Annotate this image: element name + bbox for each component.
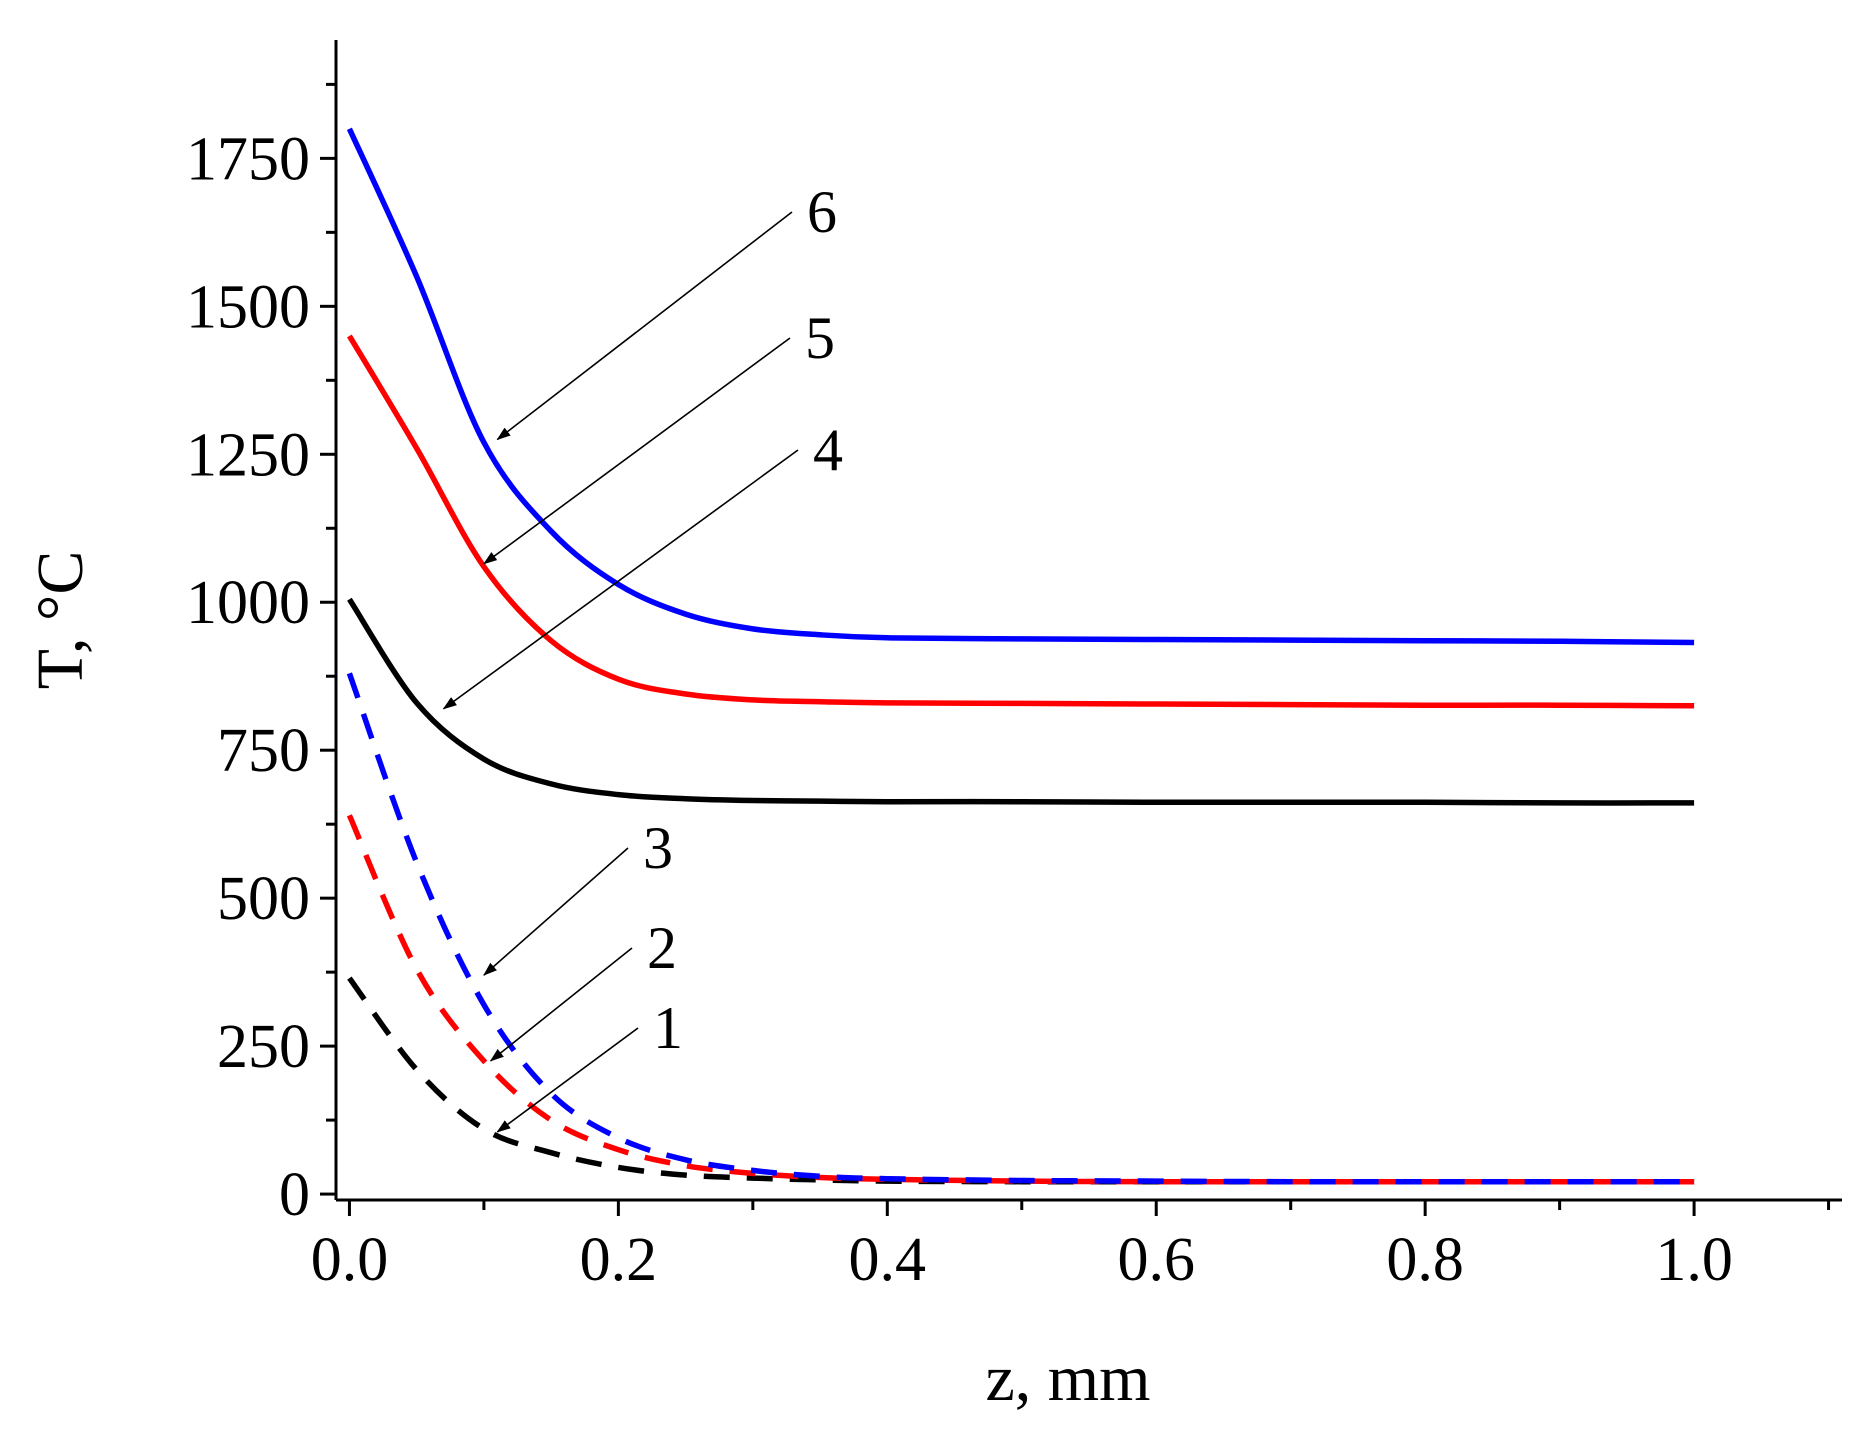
y-axis-title: T, °C xyxy=(24,551,97,690)
series-line-1 xyxy=(347,976,1695,1185)
y-tick-label: 0 xyxy=(279,1161,310,1229)
callout-label-6: 6 xyxy=(807,179,837,245)
callout-label-1: 1 xyxy=(653,995,683,1061)
y-tick-label: 1000 xyxy=(186,569,310,637)
y-tick-label: 1750 xyxy=(186,125,310,193)
x-tick-label: 0.4 xyxy=(849,1226,927,1294)
x-tick-label: 0.6 xyxy=(1117,1226,1195,1294)
y-tick-label: 250 xyxy=(217,1013,310,1081)
x-tick-label: 0.0 xyxy=(311,1226,389,1294)
series-line-3 xyxy=(346,672,1695,1185)
callout-label-4: 4 xyxy=(813,417,843,483)
x-tick-label: 0.2 xyxy=(580,1226,658,1294)
series-line-2 xyxy=(346,814,1695,1185)
x-tick-label: 1.0 xyxy=(1655,1226,1733,1294)
series-layer xyxy=(346,127,1695,1185)
callout-label-5: 5 xyxy=(805,305,835,371)
callout-arrow-2 xyxy=(489,947,633,1062)
callout-arrow-3 xyxy=(483,847,629,976)
y-tick-label: 1250 xyxy=(186,421,310,489)
y-tick-label: 1500 xyxy=(186,273,310,341)
series-line-4 xyxy=(347,597,1695,806)
callout-arrow-5 xyxy=(483,337,791,565)
axes-layer: 0.0 0.2 0.4 0.6 0.8 1.0 0 250 500 750 1000 1250 1500… xyxy=(186,40,1842,1294)
annotation-layer: 1 2 3 4 5 6 xyxy=(442,179,843,1133)
callout-arrow-6 xyxy=(496,211,793,441)
y-tick-label: 750 xyxy=(217,717,310,785)
series-line-6 xyxy=(346,127,1695,646)
callout-arrow-4 xyxy=(442,449,799,710)
x-tick-label: 0.8 xyxy=(1386,1226,1464,1294)
callout-label-2: 2 xyxy=(647,915,677,981)
y-tick-label: 500 xyxy=(217,865,310,933)
x-axis-title: z, mm xyxy=(986,1342,1151,1415)
callout-label-3: 3 xyxy=(643,815,673,881)
series-line-5 xyxy=(347,334,1695,709)
callout-arrow-1 xyxy=(496,1027,639,1133)
